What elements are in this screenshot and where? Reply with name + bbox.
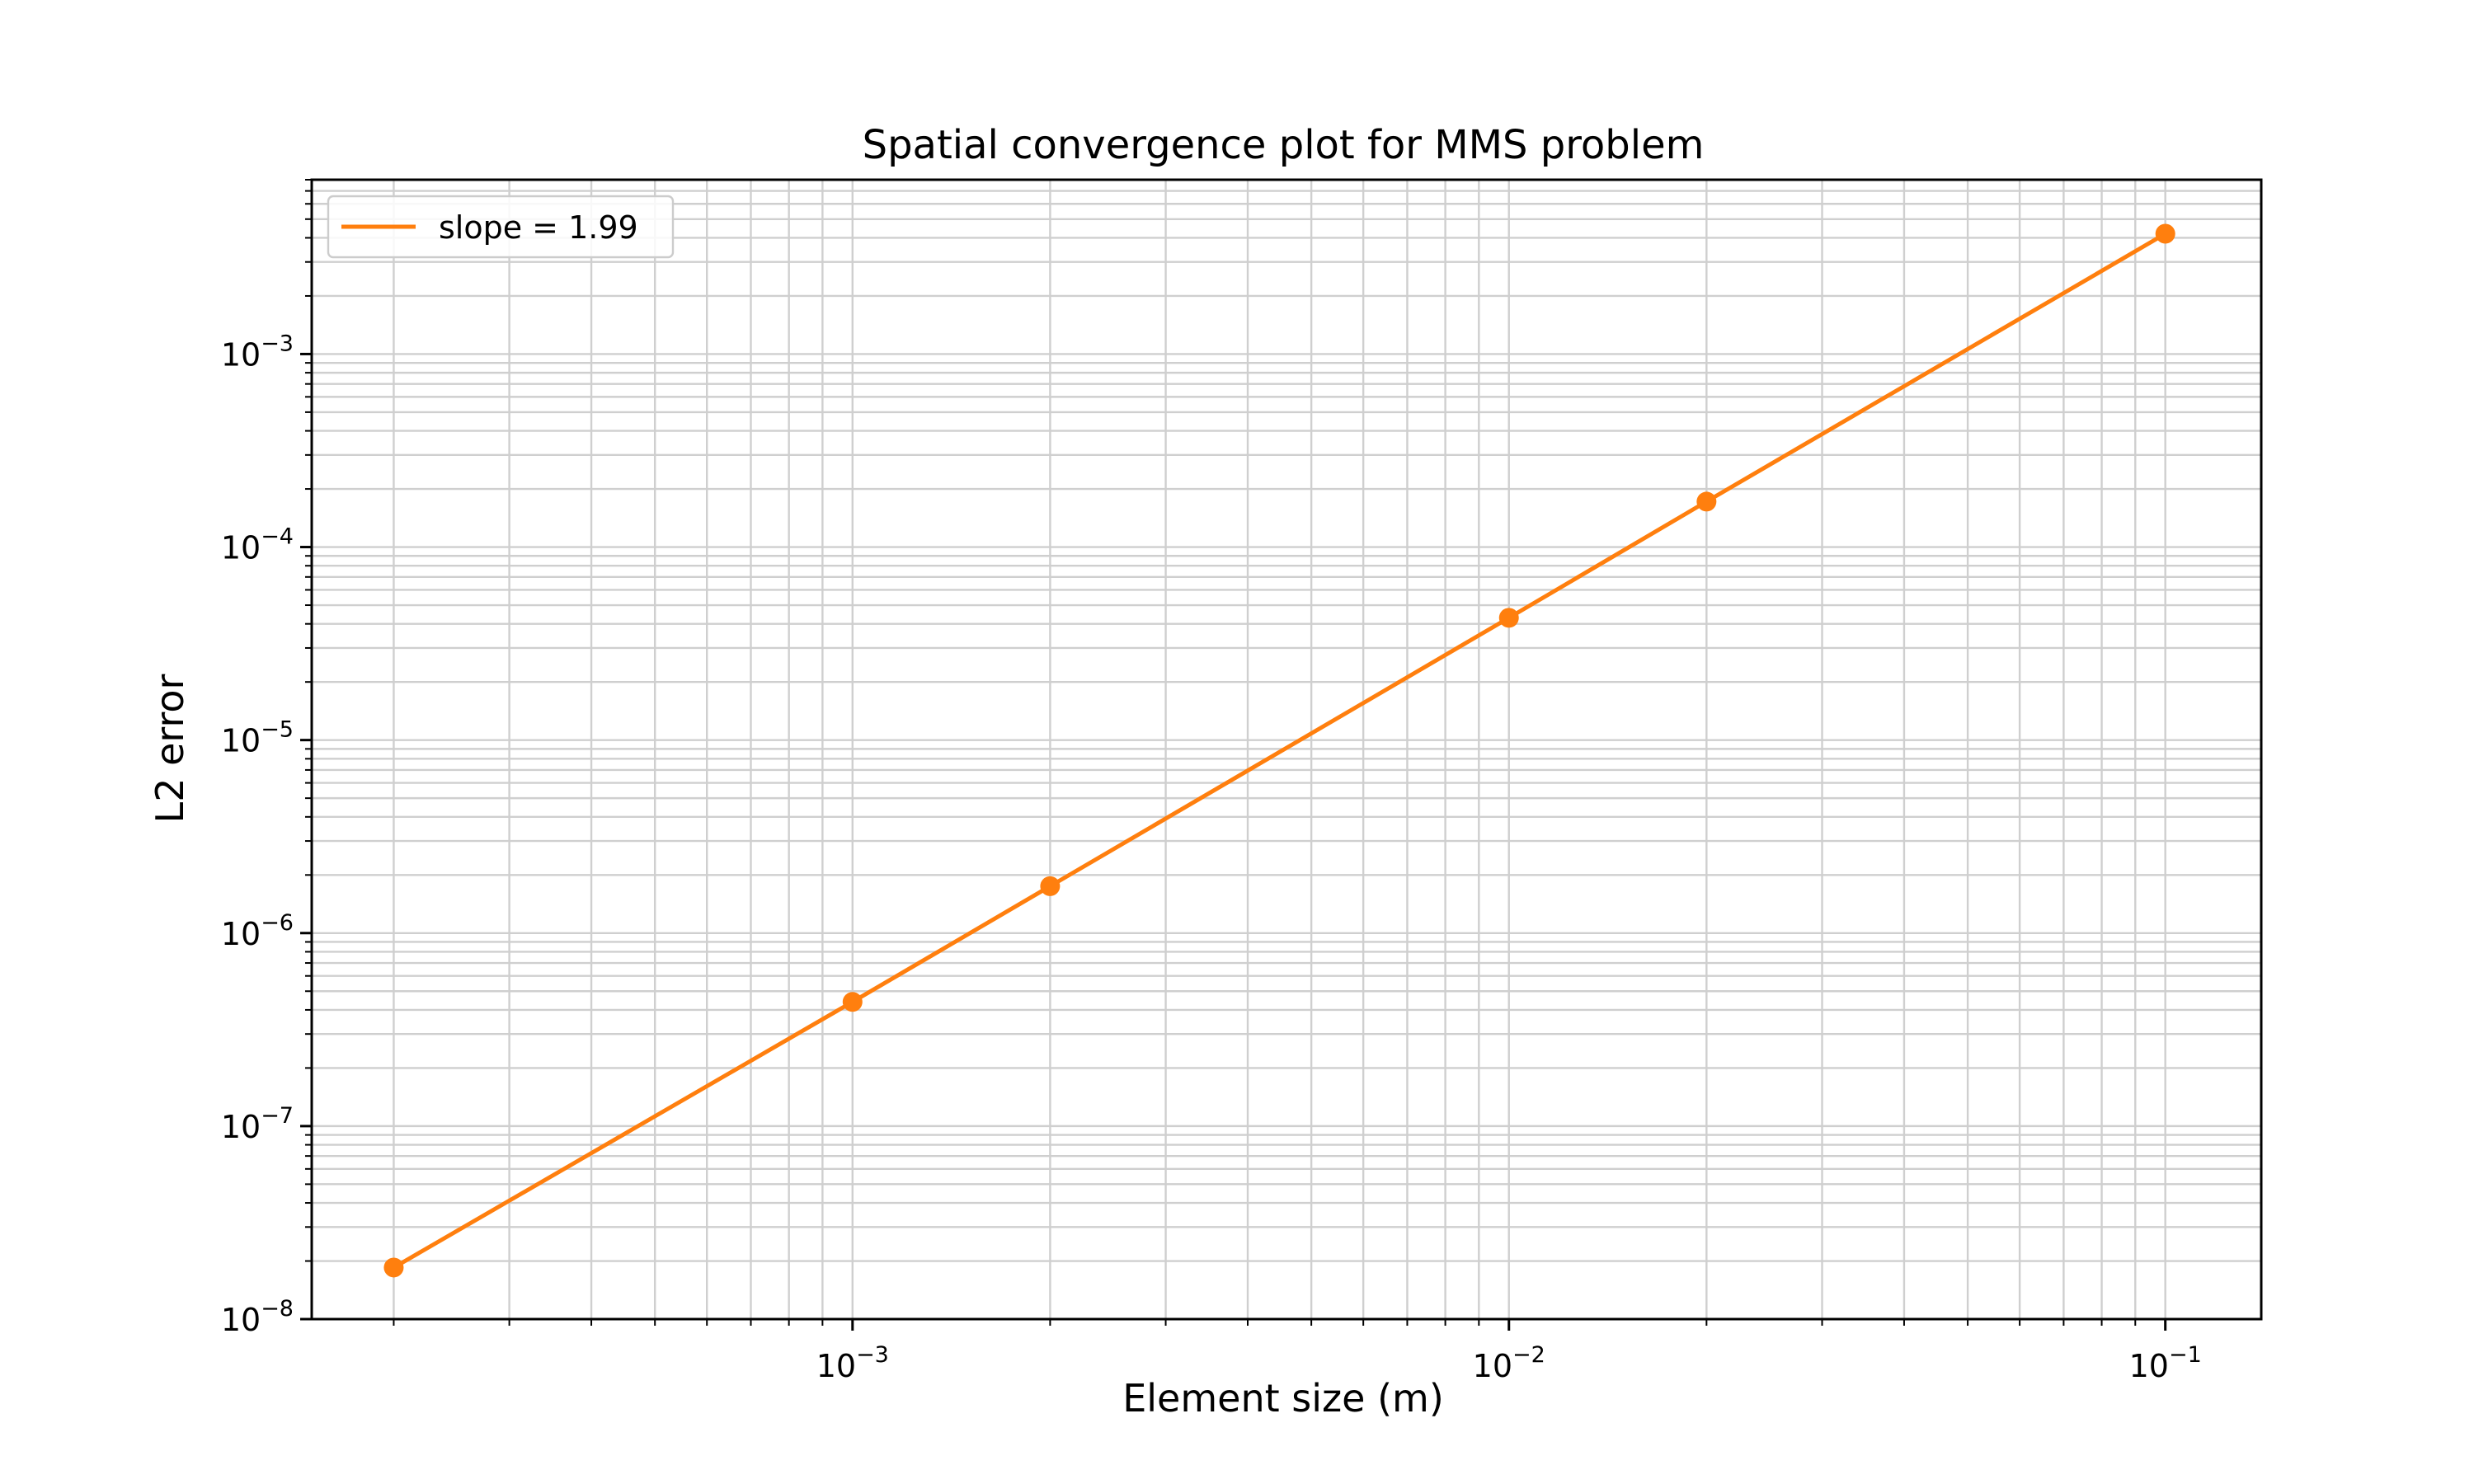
legend-label: slope = 1.99 (439, 209, 638, 246)
legend-box (327, 195, 675, 259)
y-tick-label: 10−4 (221, 524, 294, 566)
data-point (1040, 876, 1061, 896)
y-tick-label: 10−7 (221, 1103, 294, 1145)
x-tick-label: 10−2 (1473, 1342, 1545, 1384)
y-axis-label: L2 error (148, 674, 192, 823)
data-point (1696, 491, 1717, 512)
data-point (842, 992, 863, 1012)
y-tick-label: 10−6 (221, 910, 294, 952)
data-point (2155, 223, 2175, 244)
y-tick-label: 10−3 (221, 331, 294, 373)
x-axis-label: Element size (m) (1122, 1376, 1444, 1421)
y-tick-label: 10−5 (221, 717, 294, 759)
data-point (383, 1257, 404, 1278)
y-tick-label: 10−8 (221, 1296, 294, 1338)
x-tick-label: 10−1 (2129, 1342, 2202, 1384)
legend: slope = 1.99 (327, 195, 675, 259)
x-tick-label: 10−3 (816, 1342, 889, 1384)
data-point (1498, 608, 1519, 628)
series-line (393, 232, 2166, 1270)
plot-area: 10−3 10−2 10−1 10−8 10−7 10−6 10−5 10−4 10−3 slop… (221, 178, 2263, 1384)
chart-title: Spatial convergence plot for MMS problem (863, 122, 1705, 168)
